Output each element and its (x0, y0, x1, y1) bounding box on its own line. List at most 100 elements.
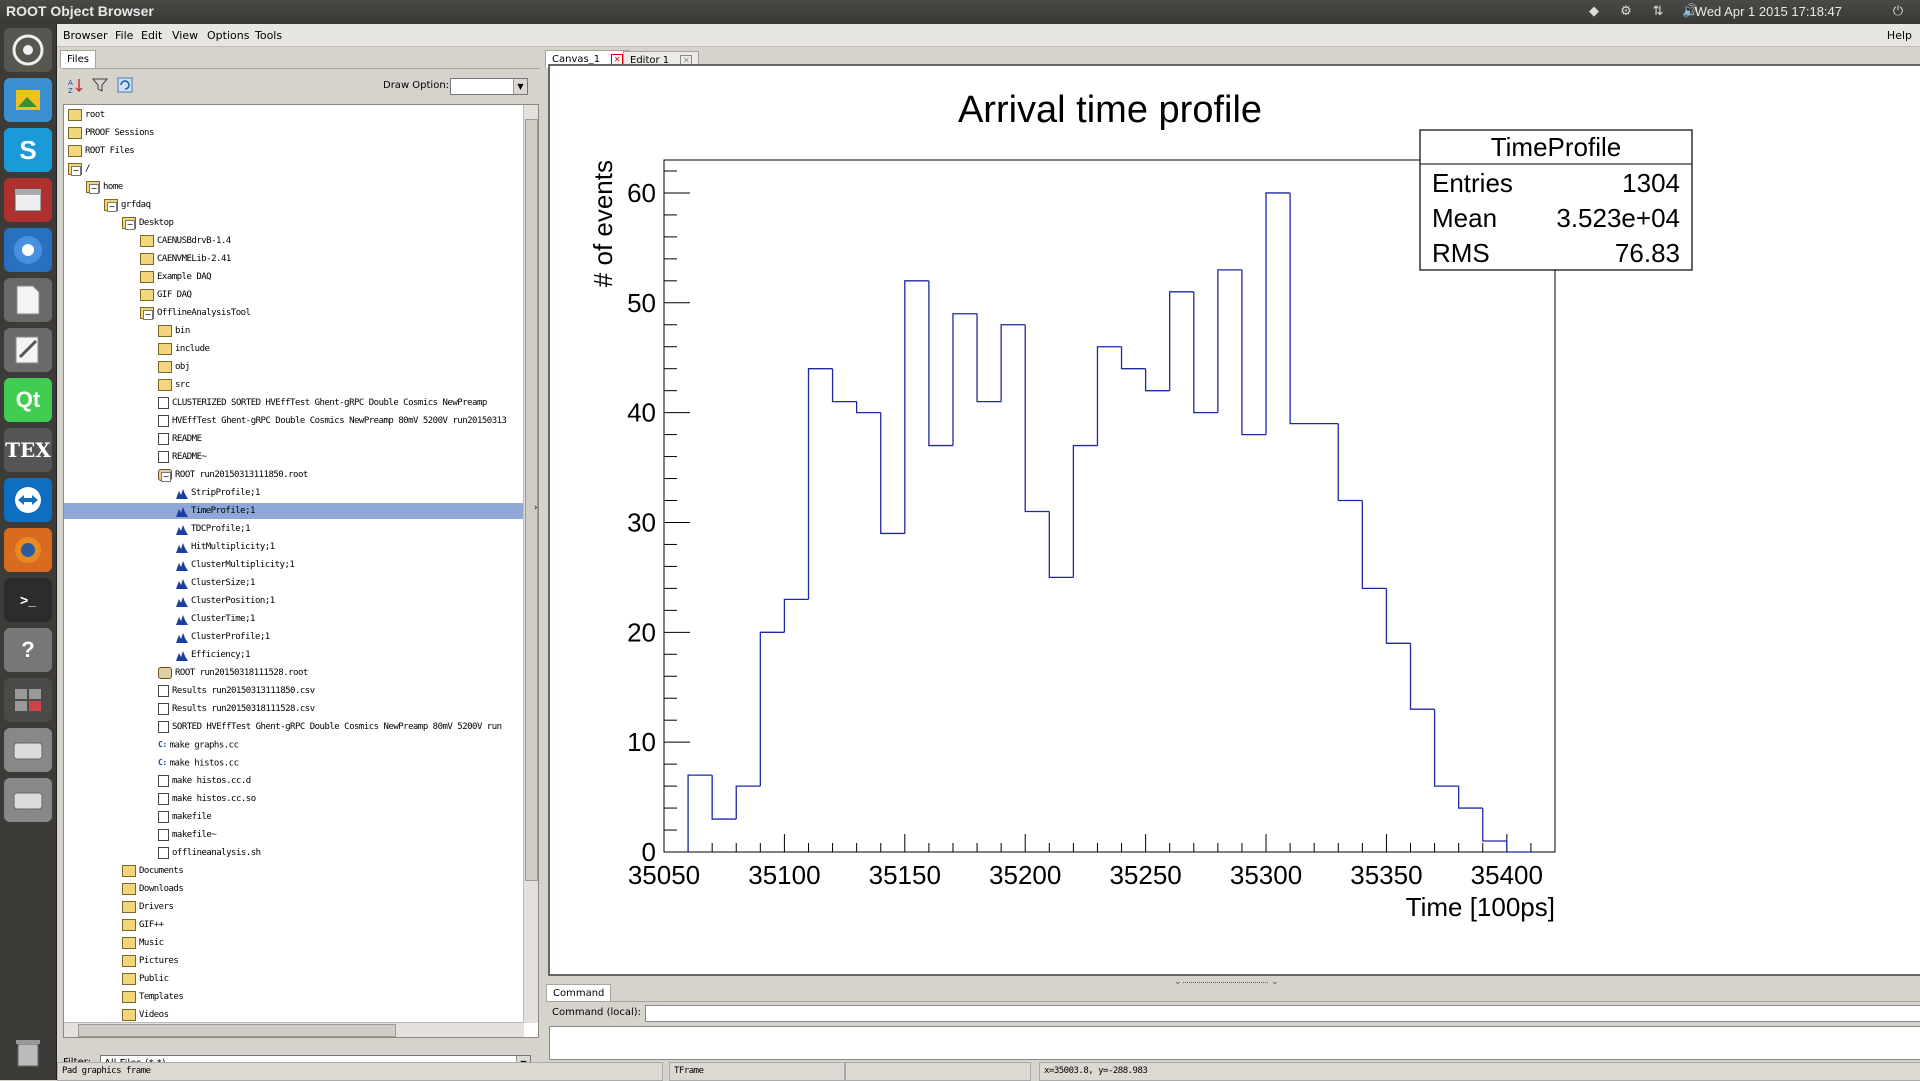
histogram-bin[interactable] (808, 369, 832, 600)
collapse-icon[interactable]: − (125, 220, 135, 230)
tree-item[interactable]: obj (158, 359, 190, 375)
network-icon[interactable]: ⇅ (1650, 4, 1666, 20)
tree-item[interactable]: HitMultiplicity;1 (176, 539, 275, 555)
histogram-bin[interactable] (712, 775, 736, 819)
histogram-bin[interactable] (1386, 588, 1410, 643)
collapse-icon[interactable]: − (89, 184, 99, 194)
collapse-icon[interactable]: − (107, 202, 117, 212)
menu-tools[interactable]: Tools (255, 29, 282, 42)
tree-item[interactable]: Results run20150313111850.csv (158, 683, 315, 699)
histogram-bin[interactable] (1362, 501, 1386, 589)
tree-item[interactable]: Documents (122, 863, 183, 879)
tree-item[interactable]: C: make histos.cc (158, 755, 239, 771)
document-icon[interactable] (4, 278, 52, 322)
tree-item[interactable]: ClusterPosition;1 (176, 593, 275, 609)
tree-item[interactable]: makefile (158, 809, 211, 825)
tree-item[interactable]: Downloads (122, 881, 183, 897)
histogram-bin[interactable] (1507, 841, 1531, 852)
histogram-bin[interactable] (1266, 193, 1290, 435)
tree-item[interactable]: CAENUSBdrvB-1.4 (140, 233, 231, 249)
tree-item[interactable]: src (158, 377, 190, 393)
trash-icon[interactable] (4, 1030, 52, 1074)
histogram-bin[interactable] (857, 402, 881, 413)
tree-item[interactable]: include (158, 341, 209, 357)
tree-item[interactable]: SORTED HVEffTest Ghent-gRPC Double Cosmi… (158, 719, 502, 735)
tree-item[interactable]: Pictures (122, 953, 178, 969)
tree-item[interactable]: bin (158, 323, 190, 339)
tree-item[interactable]: Results run20150318111528.csv (158, 701, 315, 717)
collapse-icon[interactable]: − (161, 472, 171, 482)
qt-creator-icon[interactable]: Qt (4, 378, 52, 422)
refresh-icon[interactable] (117, 77, 133, 96)
tree-item[interactable]: Videos (122, 1007, 169, 1023)
tree-item[interactable]: ROOT Files (68, 143, 134, 159)
histogram-bin[interactable] (1049, 511, 1073, 577)
tree-item[interactable]: README~ (158, 449, 206, 465)
histogram-bin[interactable] (1459, 786, 1483, 808)
histogram-bin[interactable] (1170, 292, 1194, 391)
histogram-bin[interactable] (1025, 325, 1049, 512)
chevron-down-icon[interactable]: ▼ (513, 79, 527, 94)
menu-edit[interactable]: Edit (141, 29, 162, 42)
tree-item[interactable]: Public (122, 971, 169, 987)
teamviewer-icon[interactable] (4, 478, 52, 522)
tree-item[interactable]: make histos.cc.d (158, 773, 251, 789)
tree-item[interactable]: root (68, 107, 105, 123)
histogram-bin[interactable] (1194, 292, 1218, 413)
tree-item[interactable]: ClusterMultiplicity;1 (176, 557, 294, 573)
histogram-bin[interactable] (1001, 325, 1025, 402)
chevron-right-icon[interactable]: › (534, 503, 538, 513)
canvas-frame[interactable]: Arrival time profile 35050 35100 35150 35200… (548, 64, 1920, 976)
histogram-bin[interactable] (1218, 270, 1242, 413)
histogram-bin[interactable] (833, 369, 857, 402)
tex-icon[interactable]: TEX (4, 428, 52, 472)
tree-item[interactable]: Example DAQ (140, 269, 211, 285)
workspaces-icon[interactable] (4, 678, 52, 722)
tree-item[interactable]: Drivers (122, 899, 173, 915)
tree-item[interactable]: StripProfile;1 (176, 485, 260, 501)
histogram-bin[interactable] (784, 599, 808, 632)
tree-item[interactable]: PROOF Sessions (68, 125, 154, 141)
histogram-bin[interactable] (736, 786, 760, 819)
tree-item[interactable]: TDCProfile;1 (176, 521, 250, 537)
histogram-bin[interactable] (1073, 446, 1097, 578)
tree-item[interactable]: CAENVMELib-2.41 (140, 251, 231, 267)
power-icon[interactable]: ⏻ (1890, 4, 1906, 20)
tree-item[interactable]: GIF++ (122, 917, 164, 933)
splitter[interactable]: › (533, 68, 541, 1076)
help-icon[interactable]: ? (4, 628, 52, 672)
histogram-bin[interactable] (1435, 709, 1459, 786)
tab-command[interactable]: Command (546, 984, 611, 1002)
histogram-bin[interactable] (1242, 270, 1266, 435)
menu-help[interactable]: Help (1887, 29, 1912, 42)
histogram-bin[interactable] (1338, 424, 1362, 501)
tree-item[interactable]: ClusterProfile;1 (176, 629, 270, 645)
tree-item[interactable]: CLUSTERIZED SORTED HVEffTest Ghent-gRPC … (158, 395, 487, 411)
tree-item[interactable]: C: make graphs.cc (158, 737, 239, 753)
histogram-bin[interactable] (881, 413, 905, 534)
dropbox-icon[interactable]: ◆ (1586, 4, 1602, 20)
collapse-icon[interactable]: − (143, 310, 153, 320)
menu-view[interactable]: View (172, 29, 198, 42)
splitter-handle[interactable] (1183, 982, 1268, 984)
drive-icon[interactable] (4, 728, 52, 772)
file-tree[interactable]: root PROOF Sessions ROOT Files / − home − grfda… (63, 104, 539, 1038)
histogram-bin[interactable] (1290, 193, 1314, 424)
histogram-bin[interactable] (688, 775, 712, 852)
image-viewer-icon[interactable] (4, 78, 52, 122)
archive-icon[interactable] (4, 178, 52, 222)
chromium-icon[interactable] (4, 228, 52, 272)
histogram-bin[interactable] (905, 281, 929, 534)
histogram-bin[interactable] (1146, 369, 1170, 391)
tree-item[interactable]: ClusterTime;1 (176, 611, 255, 627)
command-input[interactable]: ▼ (645, 1005, 1920, 1022)
tree-item[interactable]: HVEffTest Ghent-gRPC Double Cosmics NewP… (158, 413, 506, 429)
tree-item[interactable]: OfflineAnalysisTool (140, 305, 250, 321)
firefox-icon[interactable] (4, 528, 52, 572)
settings-icon[interactable]: ⚙ (1618, 4, 1634, 20)
drive-icon[interactable] (4, 778, 52, 822)
scrollbar-thumb[interactable] (78, 1024, 396, 1037)
tree-item[interactable]: makefile~ (158, 827, 216, 843)
skype-icon[interactable]: S (4, 128, 52, 172)
